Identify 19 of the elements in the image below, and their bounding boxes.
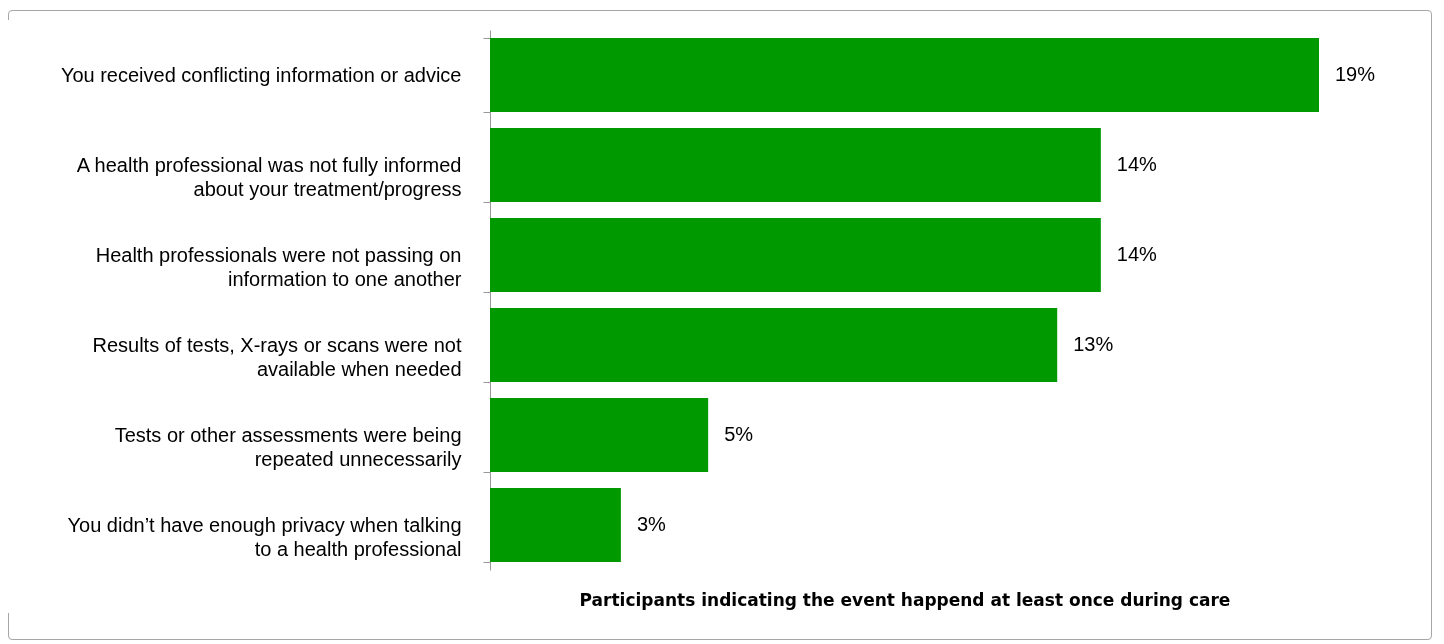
bar	[490, 218, 1101, 292]
data-label: 13%	[1073, 333, 1114, 355]
data-label: 19%	[1335, 63, 1376, 85]
y-tick-label: You didn’t have enough privacy when talking to a health professional	[67, 513, 462, 560]
data-label: 14%	[1116, 153, 1158, 175]
y-tick-label: Health professionals were not passing on information to one another	[95, 243, 462, 290]
data-label: 5%	[724, 423, 754, 445]
bar	[490, 308, 1058, 382]
y-tick-label: Results of tests, X-rays or scans were not available when needed	[92, 333, 462, 380]
bar	[490, 398, 709, 472]
y-tick-label: A health professional was not fully informed about your treatment/progress	[76, 153, 462, 200]
data-label: 3%	[636, 513, 667, 535]
data-label: 14%	[1116, 243, 1158, 265]
y-tick-label: You received conflicting information or advice	[60, 63, 462, 86]
bar	[490, 38, 1319, 112]
bar	[490, 128, 1101, 202]
x-axis-title: Participants indicating the event happend at least once during care	[579, 589, 1231, 610]
y-tick-label: Tests or other assessments were being repeated unnecessarily	[114, 423, 462, 470]
bar	[490, 488, 621, 562]
